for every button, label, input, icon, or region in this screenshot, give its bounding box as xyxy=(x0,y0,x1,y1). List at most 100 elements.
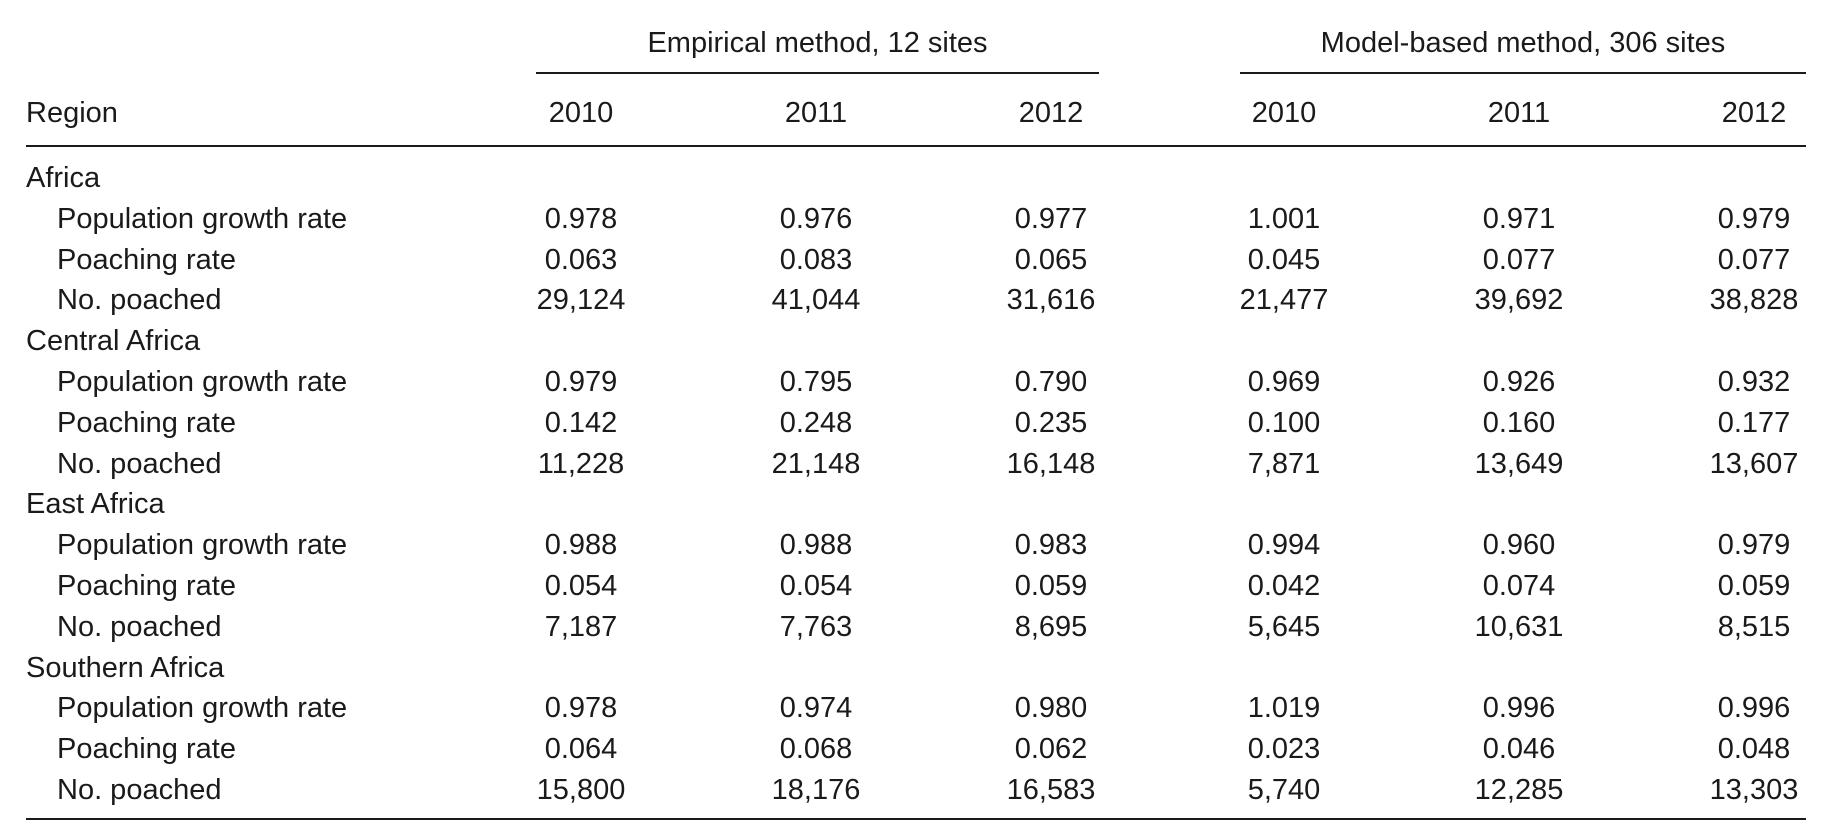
bottom-rule xyxy=(26,818,1806,820)
table-cell: 0.048 xyxy=(1717,733,1791,766)
table-cell: 0.969 xyxy=(1247,366,1321,398)
table-cell: 0.980 xyxy=(1014,692,1088,725)
table-cell: 0.100 xyxy=(1247,406,1321,439)
table-cell: 5,740 xyxy=(1247,774,1321,806)
region-label: Southern Africa xyxy=(26,651,225,684)
table-cell: 0.077 xyxy=(1717,243,1791,276)
table-cell: 13,607 xyxy=(1709,447,1799,480)
year-column-header: 2011 xyxy=(1487,97,1551,129)
table-cell: 0.979 xyxy=(1717,529,1791,562)
table-cell: 0.988 xyxy=(779,529,853,562)
table-cell: 0.960 xyxy=(1482,529,1556,562)
table-cell: 0.978 xyxy=(544,692,618,725)
year-column-header: 2011 xyxy=(784,97,848,129)
year-column-header: 2012 xyxy=(1018,97,1084,129)
table-cell: 0.996 xyxy=(1717,692,1791,725)
table-cell: 0.926 xyxy=(1482,366,1556,398)
table-cell: 0.059 xyxy=(1717,570,1791,602)
table-cell: 0.059 xyxy=(1014,570,1088,602)
table-cell: 0.064 xyxy=(544,733,618,766)
table-cell: 0.795 xyxy=(779,366,853,398)
table-cell: 0.054 xyxy=(544,570,618,602)
table-cell: 0.045 xyxy=(1247,243,1321,276)
table-cell: 0.235 xyxy=(1014,406,1088,439)
table-cell: 0.979 xyxy=(544,366,618,398)
row-label: No. poached xyxy=(57,774,222,806)
region-label: East Africa xyxy=(26,488,165,521)
table-cell: 0.932 xyxy=(1717,366,1791,398)
table-cell: 7,187 xyxy=(544,610,618,643)
table-cell: 16,148 xyxy=(1006,447,1096,480)
region-column-header: Region xyxy=(26,97,118,129)
table-cell: 1.001 xyxy=(1247,202,1321,235)
row-label: Poaching rate xyxy=(57,570,236,602)
table-cell: 0.074 xyxy=(1482,570,1556,602)
table-cell: 0.077 xyxy=(1482,243,1556,276)
table-cell: 38,828 xyxy=(1709,284,1799,317)
table-cell: 0.054 xyxy=(779,570,853,602)
table-cell: 18,176 xyxy=(771,774,861,806)
table-cell: 41,044 xyxy=(771,284,861,317)
table-cell: 0.160 xyxy=(1482,406,1556,439)
table-cell: 0.978 xyxy=(544,202,618,235)
table-cell: 10,631 xyxy=(1474,610,1564,643)
table-cell: 0.062 xyxy=(1014,733,1088,766)
table-cell: 7,763 xyxy=(779,610,853,643)
table-cell: 0.988 xyxy=(544,529,618,562)
table-cell: 0.065 xyxy=(1014,243,1088,276)
table-cell: 0.977 xyxy=(1014,202,1088,235)
year-column-header: 2010 xyxy=(1251,97,1317,129)
table-cell: 7,871 xyxy=(1247,447,1321,480)
table-cell: 0.974 xyxy=(779,692,853,725)
table-cell: 12,285 xyxy=(1474,774,1564,806)
table-cell: 0.994 xyxy=(1247,529,1321,562)
header-rule xyxy=(26,145,1806,147)
table-cell: 13,649 xyxy=(1474,447,1564,480)
table-cell: 1.019 xyxy=(1247,692,1321,725)
row-label: Poaching rate xyxy=(57,243,236,276)
table-cell: 13,303 xyxy=(1709,774,1799,806)
table-cell: 0.996 xyxy=(1482,692,1556,725)
table-cell: 0.042 xyxy=(1247,570,1321,602)
row-label: No. poached xyxy=(57,447,222,480)
table-cell: 31,616 xyxy=(1006,284,1096,317)
table-cell: 0.979 xyxy=(1717,202,1791,235)
table-cell: 21,148 xyxy=(771,447,861,480)
group-header-rule xyxy=(536,72,1099,74)
table-cell: 0.971 xyxy=(1482,202,1556,235)
region-label: Central Africa xyxy=(26,325,201,358)
table-cell: 0.976 xyxy=(779,202,853,235)
table-cell: 8,515 xyxy=(1717,610,1791,643)
table-cell: 0.983 xyxy=(1014,529,1088,562)
table-cell: 16,583 xyxy=(1006,774,1096,806)
group-header: Empirical method, 12 sites xyxy=(647,27,988,59)
table-cell: 0.023 xyxy=(1247,733,1321,766)
table-cell: 0.790 xyxy=(1014,366,1088,398)
table-cell: 0.177 xyxy=(1717,406,1791,439)
table-cell: 0.068 xyxy=(779,733,853,766)
row-label: Population growth rate xyxy=(57,366,348,398)
row-label: Poaching rate xyxy=(57,733,236,766)
group-header: Model-based method, 306 sites xyxy=(1320,27,1726,59)
table-cell: 8,695 xyxy=(1014,610,1088,643)
region-label: Africa xyxy=(26,162,101,194)
row-label: No. poached xyxy=(57,610,222,643)
table-cell: 39,692 xyxy=(1474,284,1564,317)
row-label: Population growth rate xyxy=(57,692,348,725)
table-cell: 15,800 xyxy=(536,774,626,806)
row-label: No. poached xyxy=(57,284,222,317)
table-cell: 29,124 xyxy=(536,284,626,317)
group-header-rule xyxy=(1240,72,1806,74)
row-label: Population growth rate xyxy=(57,202,348,235)
table-cell: 0.248 xyxy=(779,406,853,439)
table-cell: 0.083 xyxy=(779,243,853,276)
year-column-header: 2010 xyxy=(548,97,614,129)
year-column-header: 2012 xyxy=(1721,97,1787,129)
table-cell: 11,228 xyxy=(537,447,625,480)
table-cell: 0.142 xyxy=(544,406,618,439)
table-cell: 0.046 xyxy=(1482,733,1556,766)
row-label: Population growth rate xyxy=(57,529,348,562)
table-cell: 0.063 xyxy=(544,243,618,276)
row-label: Poaching rate xyxy=(57,406,236,439)
